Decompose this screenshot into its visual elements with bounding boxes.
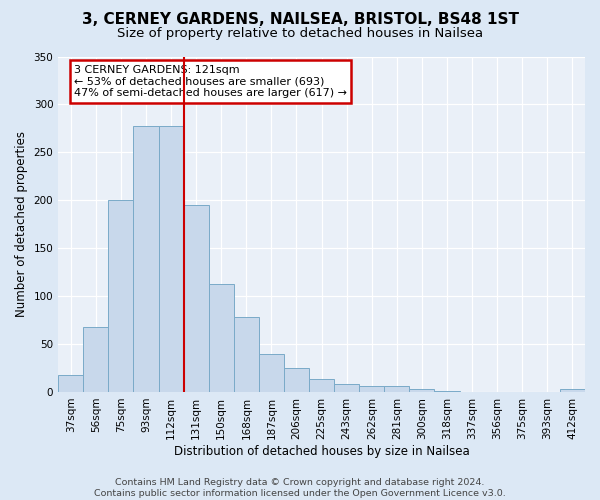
Bar <box>58 374 83 392</box>
Bar <box>109 200 133 392</box>
Text: Contains HM Land Registry data © Crown copyright and database right 2024.
Contai: Contains HM Land Registry data © Crown c… <box>94 478 506 498</box>
Bar <box>409 389 434 392</box>
Bar <box>359 386 385 392</box>
Text: 3 CERNEY GARDENS: 121sqm
← 53% of detached houses are smaller (693)
47% of semi-: 3 CERNEY GARDENS: 121sqm ← 53% of detach… <box>74 65 347 98</box>
Bar <box>209 284 234 392</box>
Bar <box>309 378 334 392</box>
Text: 3, CERNEY GARDENS, NAILSEA, BRISTOL, BS48 1ST: 3, CERNEY GARDENS, NAILSEA, BRISTOL, BS4… <box>82 12 518 28</box>
Bar <box>560 389 585 392</box>
Bar <box>259 354 284 392</box>
Bar <box>83 327 109 392</box>
X-axis label: Distribution of detached houses by size in Nailsea: Distribution of detached houses by size … <box>174 444 469 458</box>
Text: Size of property relative to detached houses in Nailsea: Size of property relative to detached ho… <box>117 28 483 40</box>
Bar <box>284 368 309 392</box>
Bar <box>234 317 259 392</box>
Y-axis label: Number of detached properties: Number of detached properties <box>15 131 28 317</box>
Bar <box>184 205 209 392</box>
Bar <box>385 386 409 392</box>
Bar <box>434 391 460 392</box>
Bar <box>334 384 359 392</box>
Bar <box>158 126 184 392</box>
Bar <box>133 126 158 392</box>
